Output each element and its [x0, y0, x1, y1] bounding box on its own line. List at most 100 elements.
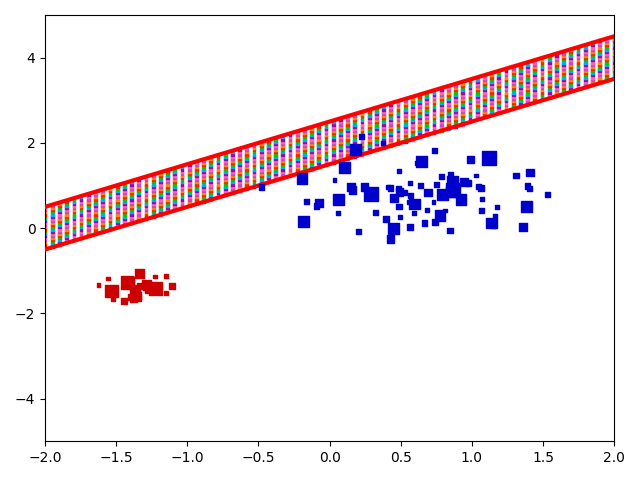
Point	[429, 108, 439, 115]
Point	[479, 99, 490, 107]
Point	[436, 88, 446, 96]
Point	[566, 84, 576, 92]
Point	[156, 195, 166, 203]
Point	[300, 166, 310, 173]
Point	[588, 52, 598, 60]
Point	[198, 187, 209, 194]
Point	[134, 189, 144, 197]
Point	[559, 80, 569, 87]
Point	[515, 84, 525, 92]
Point	[234, 169, 244, 177]
Point	[205, 189, 216, 197]
Point	[415, 118, 425, 126]
Point	[349, 153, 360, 160]
Point	[76, 204, 86, 212]
Point	[400, 114, 410, 121]
Point	[127, 202, 137, 209]
Point	[386, 112, 396, 120]
Point	[458, 118, 468, 126]
Point	[328, 131, 339, 139]
Point	[314, 146, 324, 154]
Point	[493, 106, 504, 113]
Point	[393, 120, 403, 128]
Point	[112, 195, 122, 203]
Point	[335, 118, 346, 126]
Point	[271, 142, 281, 149]
Point	[90, 223, 100, 231]
Point	[220, 166, 230, 173]
Point	[595, 58, 605, 66]
Point	[76, 228, 86, 235]
Point	[307, 135, 317, 143]
Point	[213, 161, 223, 169]
Point	[227, 176, 237, 184]
Point	[501, 84, 511, 92]
Point	[227, 174, 237, 181]
Point	[54, 204, 65, 212]
Point	[386, 142, 396, 149]
Point	[580, 73, 590, 81]
Point	[97, 202, 108, 209]
Point	[444, 110, 454, 118]
Point	[588, 41, 598, 49]
Point	[371, 122, 381, 130]
Point	[479, 112, 490, 120]
Point	[54, 238, 65, 246]
Point	[170, 202, 180, 209]
Point	[580, 50, 590, 58]
Point	[415, 125, 425, 132]
Point	[170, 168, 180, 175]
Point	[307, 144, 317, 152]
Point	[205, 195, 216, 203]
Point	[112, 200, 122, 207]
Point	[501, 69, 511, 77]
Point	[444, 125, 454, 132]
Point	[141, 193, 151, 201]
Point	[68, 215, 79, 222]
Point	[588, 56, 598, 64]
Point	[68, 217, 79, 225]
Point	[170, 174, 180, 181]
Point	[292, 140, 302, 147]
Point	[105, 195, 115, 203]
Point	[234, 166, 244, 173]
Point	[465, 114, 475, 121]
Point	[220, 182, 230, 190]
Point	[422, 101, 432, 109]
Point	[364, 116, 374, 124]
Point	[156, 200, 166, 207]
Point	[297, 175, 307, 182]
Point	[90, 193, 100, 201]
Point	[448, 186, 458, 194]
Point	[349, 125, 360, 132]
Point	[429, 93, 439, 100]
Point	[588, 62, 598, 70]
Point	[242, 159, 252, 167]
Point	[515, 67, 525, 74]
Point	[580, 60, 590, 68]
Point	[522, 60, 532, 68]
Point	[530, 82, 540, 90]
Point	[314, 125, 324, 132]
Point	[40, 238, 50, 246]
Point	[112, 191, 122, 199]
Point	[508, 71, 518, 79]
Point	[515, 95, 525, 102]
Point	[105, 191, 115, 199]
Point	[429, 112, 439, 120]
Point	[602, 71, 612, 79]
Point	[349, 129, 360, 137]
Point	[307, 125, 317, 132]
Point	[234, 150, 244, 158]
Point	[54, 202, 65, 209]
Point	[573, 71, 583, 79]
Point	[342, 146, 353, 154]
Point	[285, 131, 295, 139]
Point	[134, 213, 144, 220]
Point	[530, 58, 540, 66]
Point	[263, 157, 273, 165]
Point	[349, 144, 360, 152]
Point	[256, 140, 266, 147]
Point	[588, 50, 598, 58]
Point	[256, 153, 266, 160]
